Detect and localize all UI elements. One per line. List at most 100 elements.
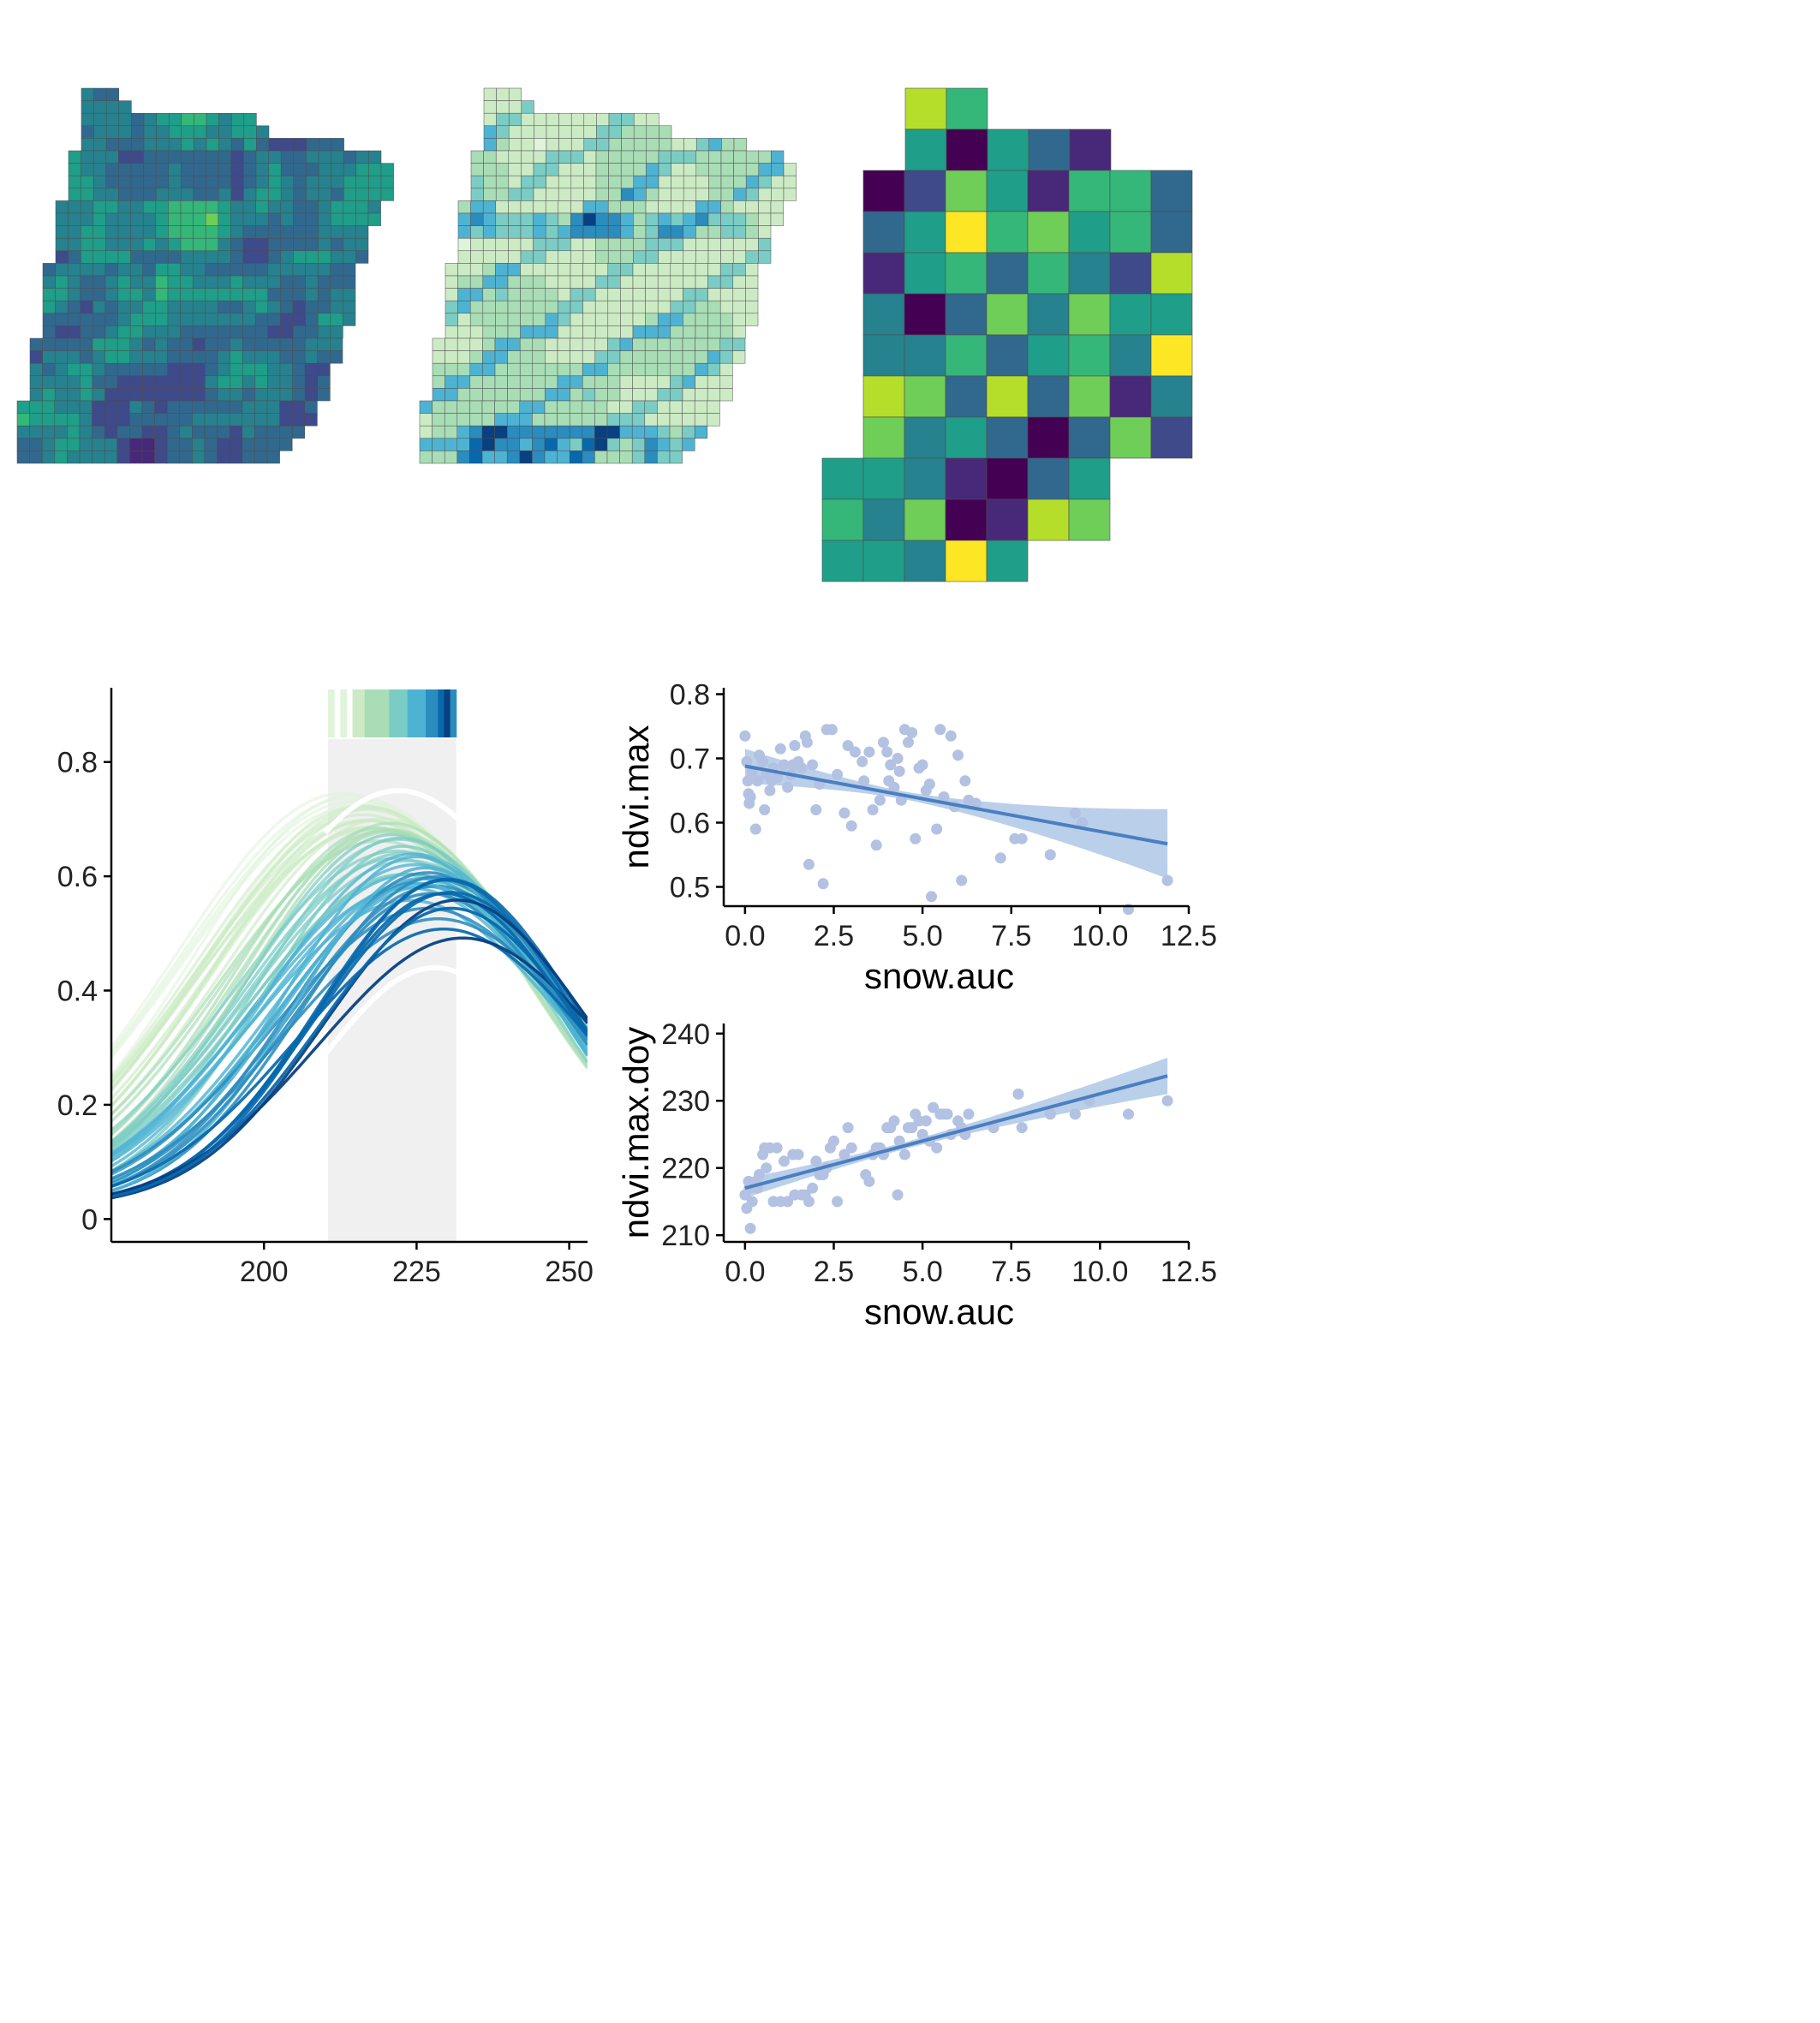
map-cell <box>670 350 683 364</box>
map-cell <box>594 388 608 402</box>
map-cell <box>279 425 293 439</box>
map-cell <box>280 175 295 189</box>
map-cell <box>117 225 131 239</box>
map-cell <box>267 325 281 339</box>
map-cell <box>29 425 43 439</box>
map-cell <box>583 125 597 139</box>
map-cell <box>116 438 130 451</box>
map-cell <box>532 451 546 464</box>
map-cell <box>582 288 596 301</box>
map-cell <box>330 350 343 364</box>
data-point <box>1161 874 1173 886</box>
map-cell <box>646 112 659 127</box>
map-cell <box>658 237 671 252</box>
map-cell <box>582 200 596 214</box>
map-cell <box>268 163 282 176</box>
map-cell <box>192 325 206 339</box>
map-cell <box>268 175 282 189</box>
map-cell <box>633 125 647 139</box>
map-cell <box>986 457 1029 500</box>
map-cell <box>707 313 721 326</box>
map-cell <box>293 237 307 252</box>
map-cell <box>945 375 988 418</box>
map-cell <box>355 175 369 189</box>
map-cell <box>670 212 684 226</box>
data-point <box>764 785 776 797</box>
map-cell <box>229 451 243 464</box>
map-cell <box>682 413 695 427</box>
map-cell <box>355 237 369 252</box>
map-cell <box>1028 128 1071 171</box>
map-cell <box>330 288 343 301</box>
data-point <box>941 1108 953 1120</box>
map-cell <box>545 362 558 377</box>
map-cell <box>670 388 683 402</box>
map-cell <box>1068 211 1111 254</box>
map-cell <box>496 125 510 139</box>
map-cell <box>532 375 546 389</box>
map-cell <box>520 212 534 226</box>
map-cell <box>570 150 584 164</box>
map-cell <box>445 300 458 314</box>
map-cell <box>41 413 56 427</box>
map-cell <box>92 200 106 214</box>
map-cell <box>380 163 394 176</box>
map-cell <box>130 188 144 201</box>
map-cell <box>67 263 81 277</box>
map-cell <box>608 125 622 139</box>
map-cell <box>129 400 143 414</box>
map-cell <box>507 313 521 326</box>
data-point <box>1161 1095 1173 1107</box>
x-tick-label: 200 <box>240 1256 289 1288</box>
map-cell <box>683 163 697 176</box>
data-point <box>892 753 904 764</box>
map-cell <box>268 138 282 152</box>
map-cell <box>242 451 255 464</box>
map-cell <box>733 175 747 189</box>
map-cell <box>192 375 206 389</box>
map-cell <box>1109 211 1152 254</box>
map-cell <box>821 457 864 500</box>
map-cell <box>104 413 118 427</box>
map-cell <box>558 263 571 277</box>
map-cell <box>644 388 659 402</box>
map-cell <box>155 200 169 214</box>
data-point <box>994 852 1006 864</box>
map-cell <box>155 300 169 314</box>
map-cell <box>293 188 307 201</box>
map-cell <box>230 313 243 326</box>
map-cell <box>130 225 144 239</box>
data-point <box>923 779 935 790</box>
map-cell <box>104 438 118 451</box>
map-cell <box>607 350 621 364</box>
map-cell <box>670 250 684 264</box>
map-cell <box>632 313 646 326</box>
map-cell <box>508 125 522 139</box>
map-cell <box>267 275 281 289</box>
map-cell <box>180 325 194 339</box>
peak-doy-strip <box>389 689 396 738</box>
map-cell <box>533 150 546 164</box>
map-cell <box>155 237 169 252</box>
map-cell <box>318 188 331 201</box>
map-cell <box>607 362 621 377</box>
map-cell <box>432 388 445 402</box>
map-cell <box>80 313 93 326</box>
map-cell <box>683 263 696 277</box>
map-cell <box>166 400 181 414</box>
map-cell <box>507 288 521 301</box>
map-cell <box>218 288 231 301</box>
map-cell <box>192 275 206 289</box>
map-cell <box>595 163 609 176</box>
map-cell <box>304 375 319 389</box>
map-cell <box>745 212 759 226</box>
map-cell <box>720 237 734 252</box>
map-cell <box>469 375 483 389</box>
map-cell <box>105 175 119 189</box>
map-cell <box>508 150 522 164</box>
map-cell <box>570 237 584 252</box>
map-cell <box>331 138 344 152</box>
map-cell <box>267 250 282 264</box>
map-cell <box>279 400 293 414</box>
map-cell <box>105 87 120 101</box>
